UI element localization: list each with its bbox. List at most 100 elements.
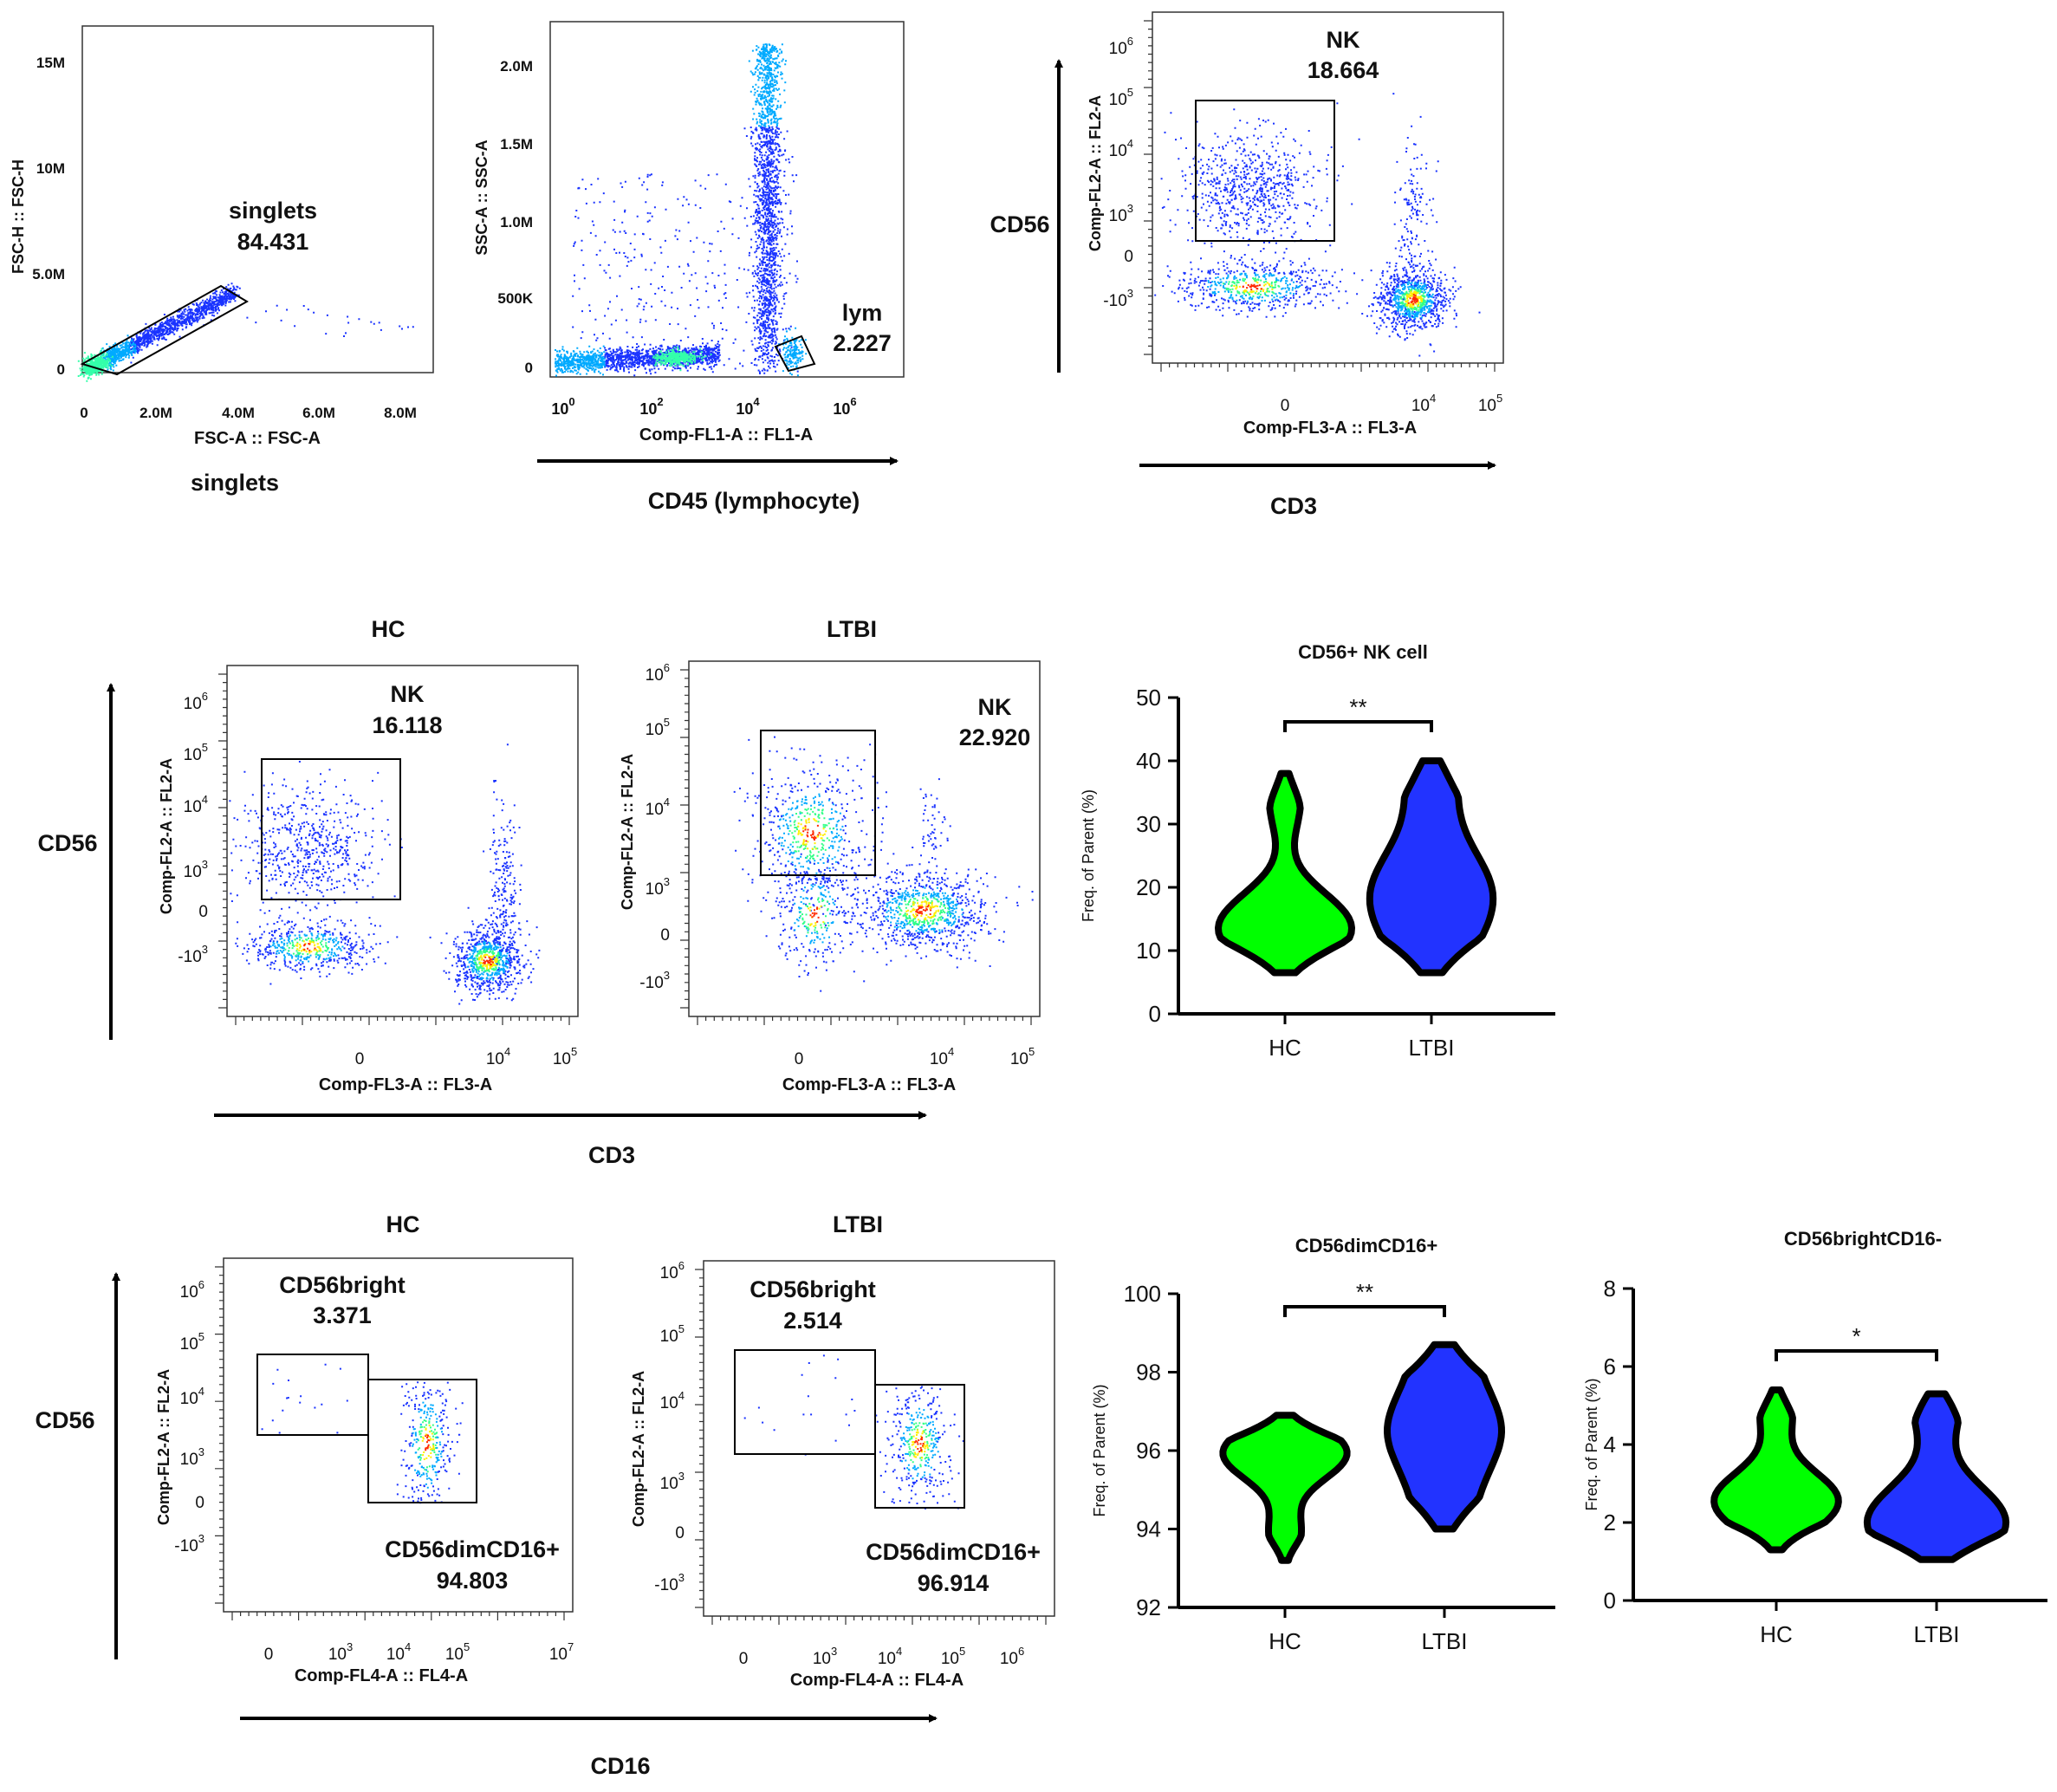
- axes-r3hc-ytick-0: 106: [180, 1278, 204, 1302]
- singlets-density-low: [125, 282, 414, 364]
- row2-ltbi-nk-gate: [760, 730, 876, 876]
- nk-gate-plot: NK 18.664 106 105 104 103 0 -103 0 104 105 Comp-…: [990, 11, 1504, 519]
- axes-r3ltbi-ytick-zero: 0: [675, 1524, 685, 1542]
- row3-ltbi-bright-name: CD56bright: [749, 1276, 876, 1302]
- row3-hc-log-axes: 106 105 104 103 0 -103 0 103 104 105 107: [174, 1266, 574, 1664]
- axes-r2ltbi-xtick-zero: 0: [795, 1050, 804, 1068]
- singlets-ytick-3: 15M: [36, 55, 65, 71]
- axes-nk1-ytick-0: 106: [1109, 35, 1133, 58]
- singlets-frame: [81, 25, 434, 373]
- singlets-ytick-2: 10M: [36, 160, 65, 177]
- row3-caption: CD16: [590, 1753, 650, 1779]
- row2-hc-xlabel: Comp-FL3-A :: FL3-A: [319, 1075, 492, 1094]
- violin-1-sig-bracket: [1283, 1305, 1446, 1317]
- axes-r2hc-ticks: [218, 673, 570, 1025]
- r3ltbi-a-density-1: [900, 1407, 940, 1480]
- row3-hc-events: [261, 1363, 464, 1504]
- row2-hc-nk-gate: [261, 758, 401, 900]
- r2ltbi-c-density-2: [915, 904, 932, 917]
- row3-ltbi-xlabel: Comp-FL4-A :: FL4-A: [790, 1671, 964, 1690]
- row3-hc-xlabel: Comp-FL4-A :: FL4-A: [295, 1666, 468, 1685]
- axes-r2hc-ytick-3: 103: [184, 858, 208, 881]
- axes-r2ltbi-ticks: [680, 669, 1032, 1025]
- violin-1-sig-label: **: [1356, 1279, 1373, 1305]
- violin-1-title: CD56dimCD16+: [1295, 1235, 1437, 1256]
- nk1-c-density-2: [1392, 281, 1434, 320]
- nk-log-axes: 106 105 104 103 0 -103 0 104 105: [1103, 20, 1502, 415]
- violin-0-xtick-1: LTBI: [1409, 1035, 1455, 1061]
- nk1-b-density-3: [1223, 277, 1281, 297]
- row3-ltbi-log-axes: 106 105 104 103 0 -103 0 103 104 105 106: [654, 1259, 1047, 1668]
- nk-events: [1154, 93, 1481, 357]
- nk-caption: CD3: [1270, 493, 1317, 519]
- nk-gate-value: 18.664: [1308, 57, 1379, 83]
- singlets-gate-name: singlets: [229, 198, 317, 224]
- row3-ltbi-events: [743, 1354, 964, 1510]
- singlets-events: [77, 282, 414, 382]
- row2-hc-gate-value: 16.118: [372, 712, 442, 738]
- row3-hc-dim-value: 94.803: [437, 1568, 509, 1594]
- axes-nk1-ytick-3: 103: [1109, 202, 1133, 225]
- axes-r2ltbi-ytick-2: 104: [646, 795, 670, 819]
- axes-nk1-ticks: [1144, 20, 1496, 372]
- lym-density-high: [652, 346, 712, 372]
- row3-ltbi-dim-name: CD56dimCD16+: [866, 1539, 1041, 1565]
- violin-chart-nk: CD56+ NK cell 0 10 20 30 40 50 Freq. of Parent …: [1080, 641, 1555, 1061]
- row2-ltbi-ylabel: Comp-FL2-A :: FL2-A: [619, 754, 636, 910]
- violin-1-hc: [1219, 1412, 1351, 1564]
- axes-nk1-ytick-2: 104: [1109, 137, 1133, 160]
- row3-hc-dim-name: CD56dimCD16+: [385, 1536, 560, 1562]
- row3-ltbi-bright-value: 2.514: [783, 1308, 842, 1334]
- r2ltbi-b-density-1: [794, 884, 840, 945]
- violin-0-ytick-5: 50: [1136, 685, 1161, 711]
- row3-side-label: CD56: [35, 1407, 94, 1433]
- axes-r2hc-ytick-2: 104: [184, 793, 208, 816]
- r2hc-c-density-2: [473, 948, 502, 973]
- violin-2-sig-label: *: [1852, 1323, 1860, 1349]
- r2ltbi-a-density-4: [797, 817, 827, 850]
- r2ltbi-b-density-3: [799, 897, 830, 934]
- singlets-xtick-3: 6.0M: [302, 405, 335, 421]
- axes-nk1-ytick-zero: 0: [1124, 248, 1133, 266]
- violin-0-ylabel: Freq. of Parent (%): [1080, 789, 1097, 922]
- singlets-ytick-0: 0: [57, 361, 65, 378]
- singlets-gate: [80, 284, 249, 376]
- violin-0-xtick-0: HC: [1269, 1035, 1301, 1061]
- nk-gate: [1195, 100, 1335, 242]
- axes-r3ltbi-ytick-1: 105: [660, 1322, 685, 1346]
- axes-r2hc-ytick-neg: -103: [178, 943, 208, 966]
- axes-r3hc-xtick-3: 107: [549, 1640, 574, 1664]
- r3ltbi-a-density-4: [914, 1436, 925, 1453]
- r2ltbi-c-density-3: [898, 896, 951, 926]
- row2-hc-events: [229, 743, 541, 1005]
- nk1-c-density-0: [1353, 250, 1481, 357]
- lym-gate-value: 2.227: [833, 330, 892, 356]
- nk-side-label: CD56: [990, 211, 1049, 237]
- nk1-c-density-1: [1399, 287, 1427, 313]
- singlets-xtick-4: 8.0M: [384, 405, 417, 421]
- row2-ltbi-gate-name: NK: [978, 694, 1012, 720]
- lym-ytick-1: 500K: [497, 290, 533, 307]
- violin-2-ytick-2: 4: [1604, 1432, 1616, 1458]
- lym-xtick-2: 104: [736, 395, 760, 418]
- r2hc-c-density-3: [477, 953, 498, 971]
- axes-r3hc-xtick-1: 104: [386, 1640, 411, 1664]
- axes-r3ltbi-ytick-neg: -103: [654, 1571, 685, 1594]
- axes-r2ltbi-ytick-0: 106: [646, 661, 670, 685]
- row3-hc-title: HC: [386, 1211, 420, 1237]
- violin-1-ltbi: [1384, 1341, 1505, 1533]
- lym-ytick-2: 1.0M: [500, 214, 533, 230]
- violin-chart-bright: CD56brightCD16- 0 2 4 6 8 Freq. of Parent (%) H…: [1583, 1228, 2047, 1647]
- row2-caption: CD3: [588, 1142, 635, 1168]
- violin-chart-dim: CD56dimCD16+ 92 94 96 98 100 Freq. of Parent (…: [1091, 1235, 1555, 1654]
- singlets-xtick-1: 2.0M: [140, 405, 172, 421]
- violin-0-hc: [1215, 769, 1355, 977]
- nk-gate-name: NK: [1327, 27, 1360, 53]
- axes-r2hc-ytick-zero: 0: [198, 903, 208, 921]
- axes-r3hc-ytick-1: 105: [180, 1330, 204, 1354]
- lym-gate: [774, 334, 816, 373]
- row2-ltbi-events: [733, 736, 1034, 992]
- violin-2-ylabel: Freq. of Parent (%): [1583, 1378, 1600, 1510]
